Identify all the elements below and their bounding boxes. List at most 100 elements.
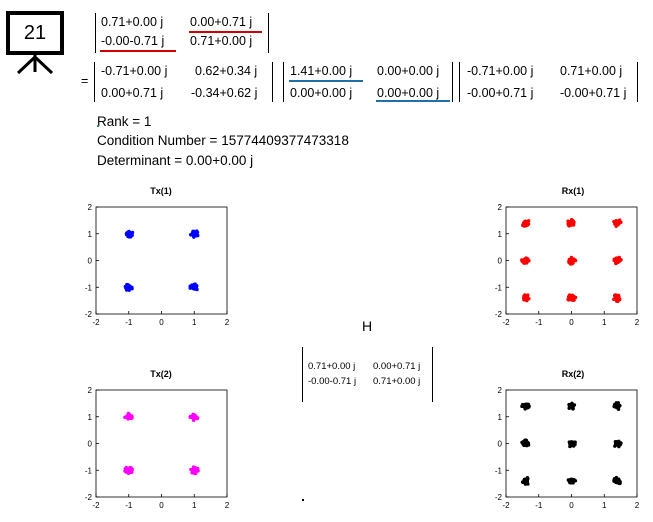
scatter-cluster — [520, 476, 530, 486]
matrix-cell: 0.71+0.00 j — [308, 361, 356, 372]
slide-number: 21 — [23, 22, 47, 44]
plot-frame — [95, 206, 228, 315]
matrix-cell: -0.00+0.71 j — [467, 86, 534, 100]
matrix-cell: 0.71+0.00 j — [101, 15, 164, 29]
scatter-cluster — [612, 475, 622, 486]
tx1-scatter-plot: -2 -1 0 1 2 2 1 0 -1 -2 — [85, 203, 230, 327]
matrix-cell: 0.00+0.00 j — [377, 86, 440, 100]
plot-title: Tx(2) — [150, 369, 172, 379]
y-tick-label: 1 — [88, 413, 93, 422]
y-tick-label: 1 — [498, 413, 503, 422]
scatter-cluster — [189, 229, 200, 239]
scatter-cluster — [613, 439, 623, 449]
scatter-cluster — [612, 255, 623, 266]
matrix-cell: -0.34+0.62 j — [191, 86, 258, 100]
scatter-cluster — [522, 293, 531, 303]
scatter-cluster — [188, 282, 199, 292]
plot-title: Rx(2) — [561, 369, 585, 379]
x-tick-label: -2 — [92, 501, 100, 510]
x-tick-label: -1 — [125, 501, 133, 510]
x-tick-label: 2 — [225, 501, 230, 510]
x-tick-label: 1 — [602, 318, 607, 327]
matrix-cell: -0.00+0.71 j — [560, 86, 627, 100]
y-tick-label: 0 — [498, 440, 503, 449]
scatter-cluster — [123, 411, 134, 421]
scatter-cluster — [566, 293, 578, 302]
scatter-cluster — [520, 438, 531, 448]
scatter-cluster — [566, 477, 578, 485]
x-tick-label: -2 — [502, 318, 510, 327]
rank-text: Rank = 1 — [97, 114, 152, 129]
y-tick-label: -2 — [85, 310, 93, 319]
y-tick-label: -2 — [495, 310, 503, 319]
y-tick-label: 0 — [88, 257, 93, 266]
y-tick-label: 2 — [88, 386, 93, 395]
matrix-cell: -0.00-0.71 j — [101, 34, 165, 48]
matrix-cell: -0.71+0.00 j — [467, 64, 534, 78]
matrix-cell: 0.71+0.00 j — [560, 64, 623, 78]
x-tick-label: 0 — [159, 501, 164, 510]
scatter-cluster — [612, 218, 623, 228]
plot-frame — [95, 389, 228, 498]
y-tick-label: -1 — [495, 283, 503, 292]
blue-underline — [289, 80, 363, 82]
scatter-cluster — [567, 440, 577, 449]
x-tick-label: 1 — [192, 501, 197, 510]
x-tick-label: 1 — [602, 501, 607, 510]
plot-title: Tx(1) — [150, 186, 172, 196]
matrix-cell: 0.00+0.00 j — [290, 86, 353, 100]
x-tick-label: 2 — [635, 501, 640, 510]
scatter-cluster — [123, 465, 134, 476]
red-underline — [100, 50, 176, 52]
scatter-cluster — [567, 255, 578, 266]
scatter-cluster — [567, 401, 577, 411]
matrix-cell: -0.71+0.00 j — [101, 64, 168, 78]
x-tick-label: 1 — [192, 318, 197, 327]
condition-number-text: Condition Number = 15774409377473318 — [97, 133, 349, 148]
scatter-cluster — [520, 256, 531, 265]
red-underline — [189, 31, 262, 33]
determinant-text: Determinant = 0.00+0.00 j — [97, 153, 254, 168]
y-tick-label: 1 — [498, 230, 503, 239]
matrix-cell: 0.71+0.00 j — [373, 376, 421, 387]
slide-number-icon: 21 — [6, 10, 66, 76]
matrix-cell: 0.00+0.00 j — [377, 64, 440, 78]
matrix-cell: 0.00+0.71 j — [190, 15, 253, 29]
x-tick-label: 0 — [569, 501, 574, 510]
scatter-cluster — [612, 401, 622, 411]
matrix-cell: 0.00+0.71 j — [101, 86, 164, 100]
scatter-cluster — [123, 282, 134, 292]
y-tick-label: 1 — [88, 230, 93, 239]
presentation-board-icon — [6, 11, 64, 75]
rx2-scatter-plot: -2 -1 0 1 2 2 1 0 -1 -2 — [495, 386, 640, 510]
dot-mark — [302, 499, 304, 501]
plot-title: Rx(1) — [561, 186, 585, 196]
x-tick-label: 0 — [569, 318, 574, 327]
h-label: H — [362, 318, 373, 334]
x-tick-label: -1 — [125, 318, 133, 327]
rx1-scatter-plot: -2 -1 0 1 2 2 1 0 -1 -2 — [495, 203, 640, 327]
x-tick-label: 2 — [635, 318, 640, 327]
scatter-cluster — [521, 219, 531, 228]
matrix-cell: 0.00+0.71 j — [373, 361, 421, 372]
x-tick-label: -1 — [535, 501, 543, 510]
scatter-cluster — [189, 465, 200, 476]
scatter-cluster — [188, 412, 200, 422]
tx2-scatter-plot: -2 -1 0 1 2 2 1 0 -1 -2 — [85, 386, 230, 510]
x-tick-label: -1 — [535, 318, 543, 327]
y-tick-label: -1 — [85, 283, 93, 292]
equals-sign: = — [81, 74, 89, 88]
blue-underline — [376, 100, 450, 102]
y-tick-label: -2 — [495, 493, 503, 502]
x-tick-label: -2 — [502, 501, 510, 510]
y-tick-label: 0 — [88, 440, 93, 449]
y-tick-label: -1 — [85, 466, 93, 475]
y-tick-label: -1 — [495, 466, 503, 475]
scatter-cluster — [566, 218, 576, 228]
scatter-cluster — [612, 293, 622, 303]
y-tick-label: 2 — [498, 386, 503, 395]
matrix-cell: -0.00-0.71 j — [308, 376, 357, 387]
y-tick-label: 2 — [88, 203, 93, 212]
matrix-cell: 0.71+0.00 j — [190, 34, 253, 48]
matrix-cell: 0.62+0.34 j — [195, 64, 258, 78]
